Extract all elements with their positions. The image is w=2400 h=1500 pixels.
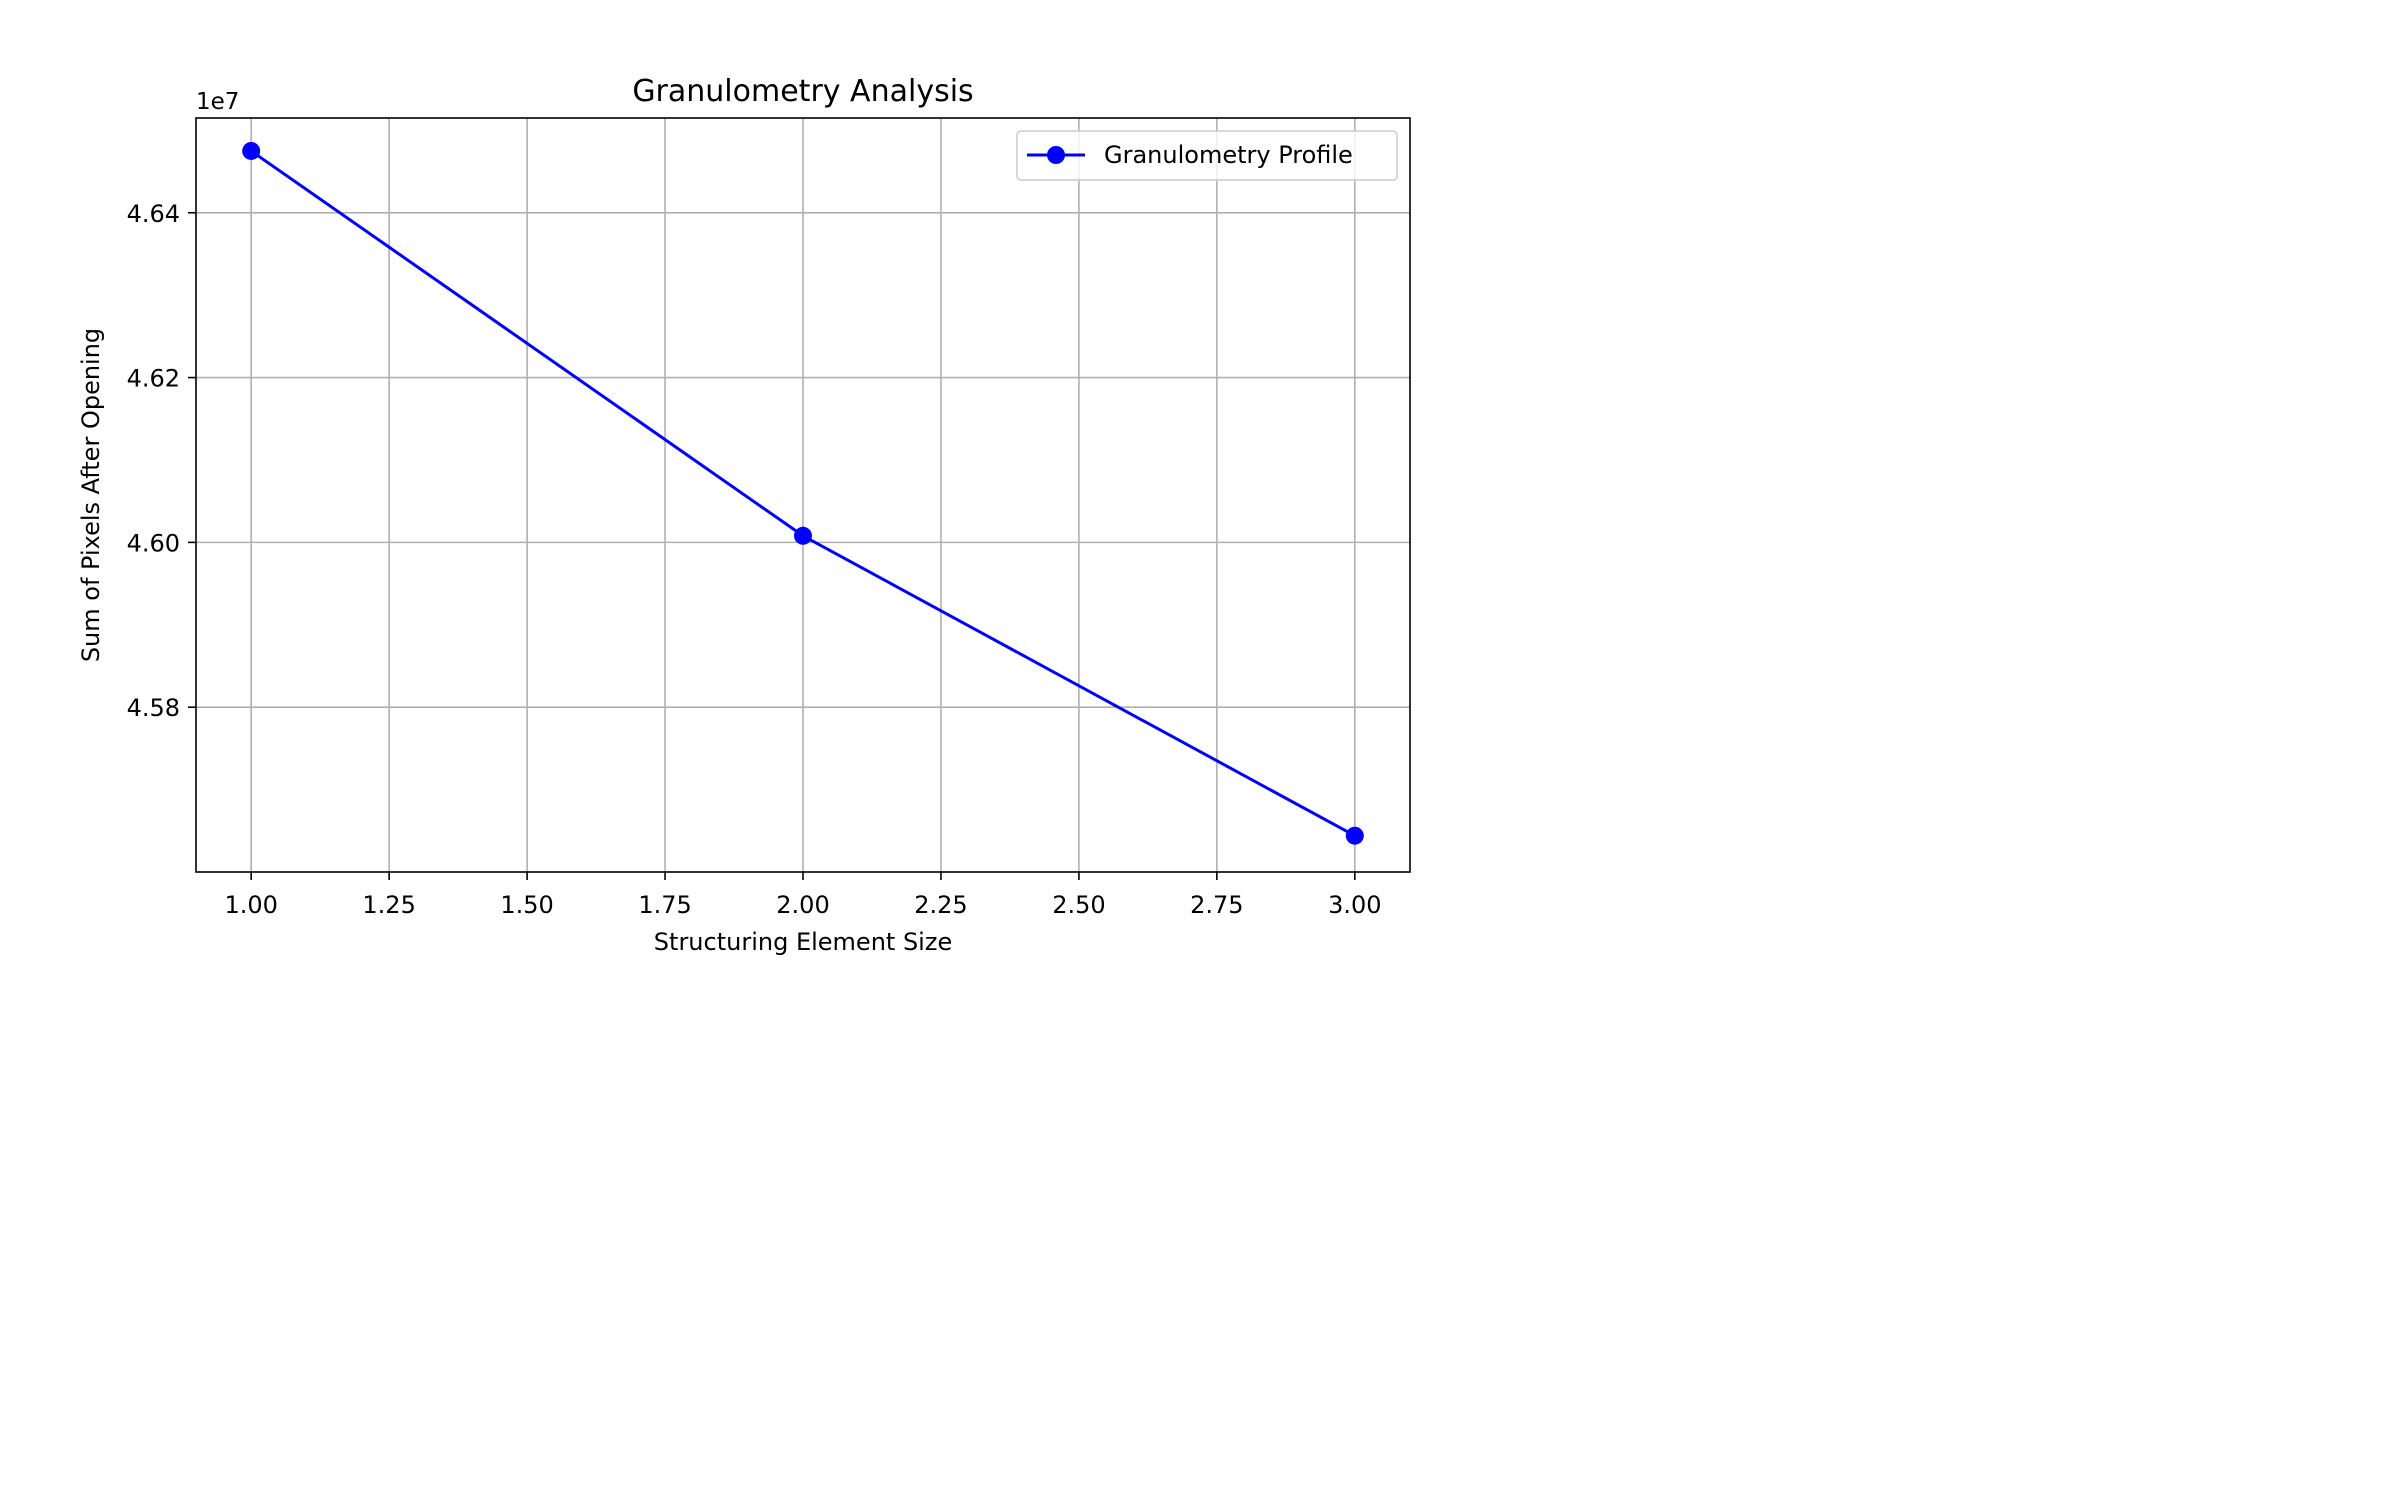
data-point-marker: [1345, 826, 1364, 845]
x-axis-label: Structuring Element Size: [654, 928, 952, 956]
y-tick-label: 4.60: [127, 529, 180, 557]
y-tick-label: 4.58: [127, 694, 180, 722]
granulometry-chart: 1.00 1.25 1.50 1.75 2.00 2.25 2.50 2.75 3.00 4.5…: [0, 0, 1550, 969]
y-tick-label: 4.62: [127, 365, 180, 393]
x-tick-label: 2.50: [1052, 891, 1105, 919]
series-layer: [242, 141, 1364, 845]
legend-box: [1016, 130, 1398, 181]
x-tick-label: 1.75: [638, 891, 691, 919]
data-point-marker: [794, 526, 812, 545]
x-tick-label: 2.75: [1190, 891, 1243, 919]
x-tick-label: 2.25: [914, 891, 967, 919]
y-axis-label: Sum of Pixels After Opening: [77, 328, 105, 662]
y-axis-ticks: 4.58 4.60 4.62 4.64: [127, 200, 196, 722]
x-tick-label: 3.00: [1328, 891, 1381, 919]
x-tick-label: 1.50: [500, 891, 553, 919]
data-point-marker: [242, 141, 261, 160]
x-tick-label: 1.00: [224, 891, 277, 919]
y-offset-label: 1e7: [196, 89, 239, 115]
y-tick-label: 4.64: [127, 200, 180, 228]
x-axis-ticks: 1.00 1.25 1.50 1.75 2.00 2.25 2.50 2.75 3.00: [224, 872, 1382, 919]
legend-label: Granulometry Profile: [1104, 141, 1353, 169]
chart-title: Granulometry Analysis: [632, 74, 973, 109]
x-tick-label: 2.00: [776, 891, 829, 919]
legend: Granulometry Profile: [1016, 130, 1398, 181]
legend-marker: [1047, 146, 1065, 164]
x-tick-label: 1.25: [362, 891, 415, 919]
